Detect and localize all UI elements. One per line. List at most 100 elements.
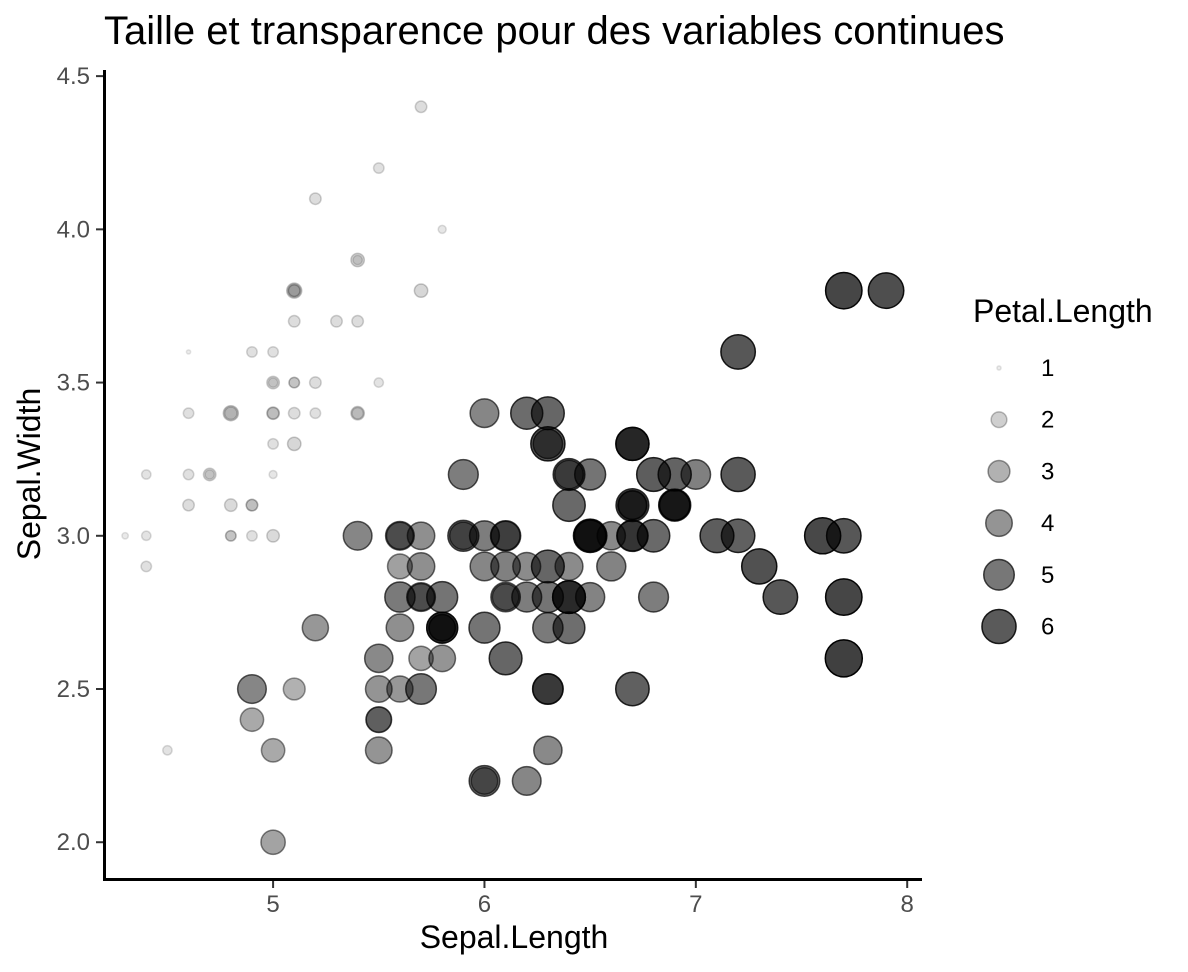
x-tick-label: 5 — [266, 891, 279, 918]
data-point — [614, 671, 650, 707]
y-tick-label: 2.0 — [57, 829, 90, 856]
data-point — [530, 426, 566, 462]
data-point — [824, 639, 864, 678]
data-point — [267, 437, 280, 450]
data-point — [222, 404, 240, 422]
data-point — [533, 735, 563, 766]
data-point — [825, 517, 862, 554]
data-point — [342, 520, 373, 551]
data-point — [425, 611, 459, 644]
data-point — [511, 765, 542, 796]
legend-key-label: 2 — [1041, 407, 1054, 434]
legend-key-symbol — [981, 608, 1017, 645]
data-point — [351, 406, 365, 420]
data-point — [330, 314, 344, 328]
data-point — [351, 314, 365, 328]
data-point — [266, 406, 280, 420]
data-point — [384, 581, 416, 613]
data-point — [365, 706, 393, 734]
data-point — [260, 829, 286, 856]
data-point — [364, 736, 393, 765]
data-point — [488, 641, 523, 676]
data-point — [140, 530, 152, 542]
data-point — [372, 162, 385, 175]
data-point — [408, 645, 434, 672]
legend-key-label: 5 — [1041, 562, 1054, 589]
legend-key-symbol — [984, 509, 1014, 538]
points-layer — [121, 100, 905, 856]
data-point — [468, 611, 501, 644]
data-point — [223, 498, 238, 513]
data-point — [267, 345, 280, 358]
data-point — [615, 426, 650, 462]
data-point — [266, 375, 281, 390]
data-point — [350, 252, 366, 268]
data-point — [490, 550, 522, 582]
data-point — [720, 456, 756, 493]
data-point — [223, 406, 238, 421]
data-point — [287, 283, 302, 298]
y-tick-label: 3.5 — [57, 370, 90, 397]
data-point — [552, 457, 586, 492]
data-point — [245, 529, 258, 542]
data-point — [245, 345, 258, 358]
data-point — [245, 498, 259, 512]
data-point — [824, 578, 863, 617]
data-point — [468, 764, 501, 797]
data-point — [867, 272, 905, 310]
data-point — [363, 643, 394, 674]
data-point — [308, 376, 322, 390]
data-point — [720, 518, 756, 554]
data-point — [386, 553, 414, 580]
data-point — [658, 488, 691, 522]
legend-key-symbol — [996, 365, 1002, 371]
data-point — [530, 549, 565, 584]
legend-key-label: 3 — [1041, 458, 1054, 485]
y-tick-label: 3.0 — [57, 523, 90, 550]
y-tick-label: 2.5 — [57, 676, 90, 703]
data-point — [385, 613, 415, 643]
data-point — [364, 674, 393, 704]
data-point — [414, 100, 428, 114]
data-point — [245, 498, 259, 512]
data-point — [447, 519, 480, 552]
data-point — [532, 611, 564, 644]
legend-key-symbol — [990, 411, 1008, 429]
data-point — [596, 551, 627, 582]
x-axis-ticks: 5 6 7 8 — [266, 881, 914, 918]
x-tick-label: 7 — [689, 891, 702, 918]
data-point — [616, 519, 649, 553]
data-point — [373, 377, 385, 388]
data-point — [286, 282, 303, 299]
data-point — [224, 529, 237, 542]
legend-key-symbol — [987, 459, 1011, 484]
data-point — [509, 396, 544, 430]
data-point — [437, 224, 447, 235]
data-point — [286, 436, 302, 452]
data-point — [573, 519, 607, 553]
data-point — [635, 456, 672, 493]
data-point — [720, 333, 757, 370]
data-point — [384, 520, 415, 551]
data-point — [182, 498, 196, 512]
data-point — [385, 521, 415, 551]
data-point — [224, 529, 237, 542]
data-point — [282, 677, 306, 701]
data-point — [469, 551, 500, 582]
y-tick-label: 4.0 — [57, 216, 90, 243]
data-point — [762, 579, 799, 616]
data-point — [140, 560, 153, 573]
data-point — [287, 406, 301, 420]
data-point — [162, 744, 173, 756]
data-point — [268, 469, 278, 480]
data-point — [287, 314, 301, 328]
legend-key-label: 1 — [1041, 355, 1054, 382]
data-point — [121, 531, 130, 540]
data-point — [204, 469, 216, 480]
data-point — [406, 521, 436, 551]
data-point — [531, 580, 565, 614]
data-point — [287, 284, 301, 298]
data-point — [552, 488, 586, 523]
legend-keys: 1 2 3 4 5 6 — [981, 355, 1054, 645]
